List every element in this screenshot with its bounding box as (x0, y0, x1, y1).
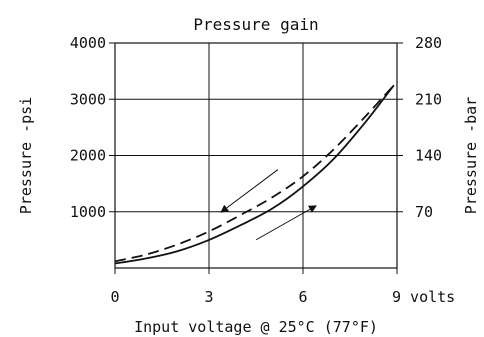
x-tick-label: 6 (298, 288, 307, 306)
y-tick-label-right: 280 (415, 34, 442, 52)
arrow-up-right-icon (255, 205, 317, 241)
chart-title: Pressure gain (193, 15, 318, 34)
y-tick-label-left: 1000 (70, 203, 106, 221)
y-tick-label-left: 4000 (70, 34, 106, 52)
y-tick-label-left: 2000 (70, 147, 106, 165)
x-tick-label: 9 volts (392, 288, 455, 306)
y-axis-label-right: Pressure -bar (462, 97, 480, 214)
x-axis-label: Input voltage @ 25°C (77°F) (134, 318, 378, 336)
annotation-layer (220, 169, 317, 241)
y-tick-label-right: 140 (415, 147, 442, 165)
y-tick-label-right: 210 (415, 90, 442, 108)
arrow-down-left-icon (220, 169, 279, 213)
x-tick-label: 3 (204, 288, 213, 306)
y-axis-label-left: Pressure -psi (17, 97, 35, 214)
y-tick-label-right: 70 (415, 203, 433, 221)
grid (115, 43, 397, 268)
tick-layer: 1000 2000 3000 4000 70 140 210 280 0 3 6 9 volts (70, 34, 455, 306)
series-dashed-curve (114, 84, 395, 263)
x-tick-label: 0 (110, 288, 119, 306)
series-solid-curve (114, 84, 395, 265)
series-layer (114, 84, 395, 265)
y-tick-label-left: 3000 (70, 90, 106, 108)
